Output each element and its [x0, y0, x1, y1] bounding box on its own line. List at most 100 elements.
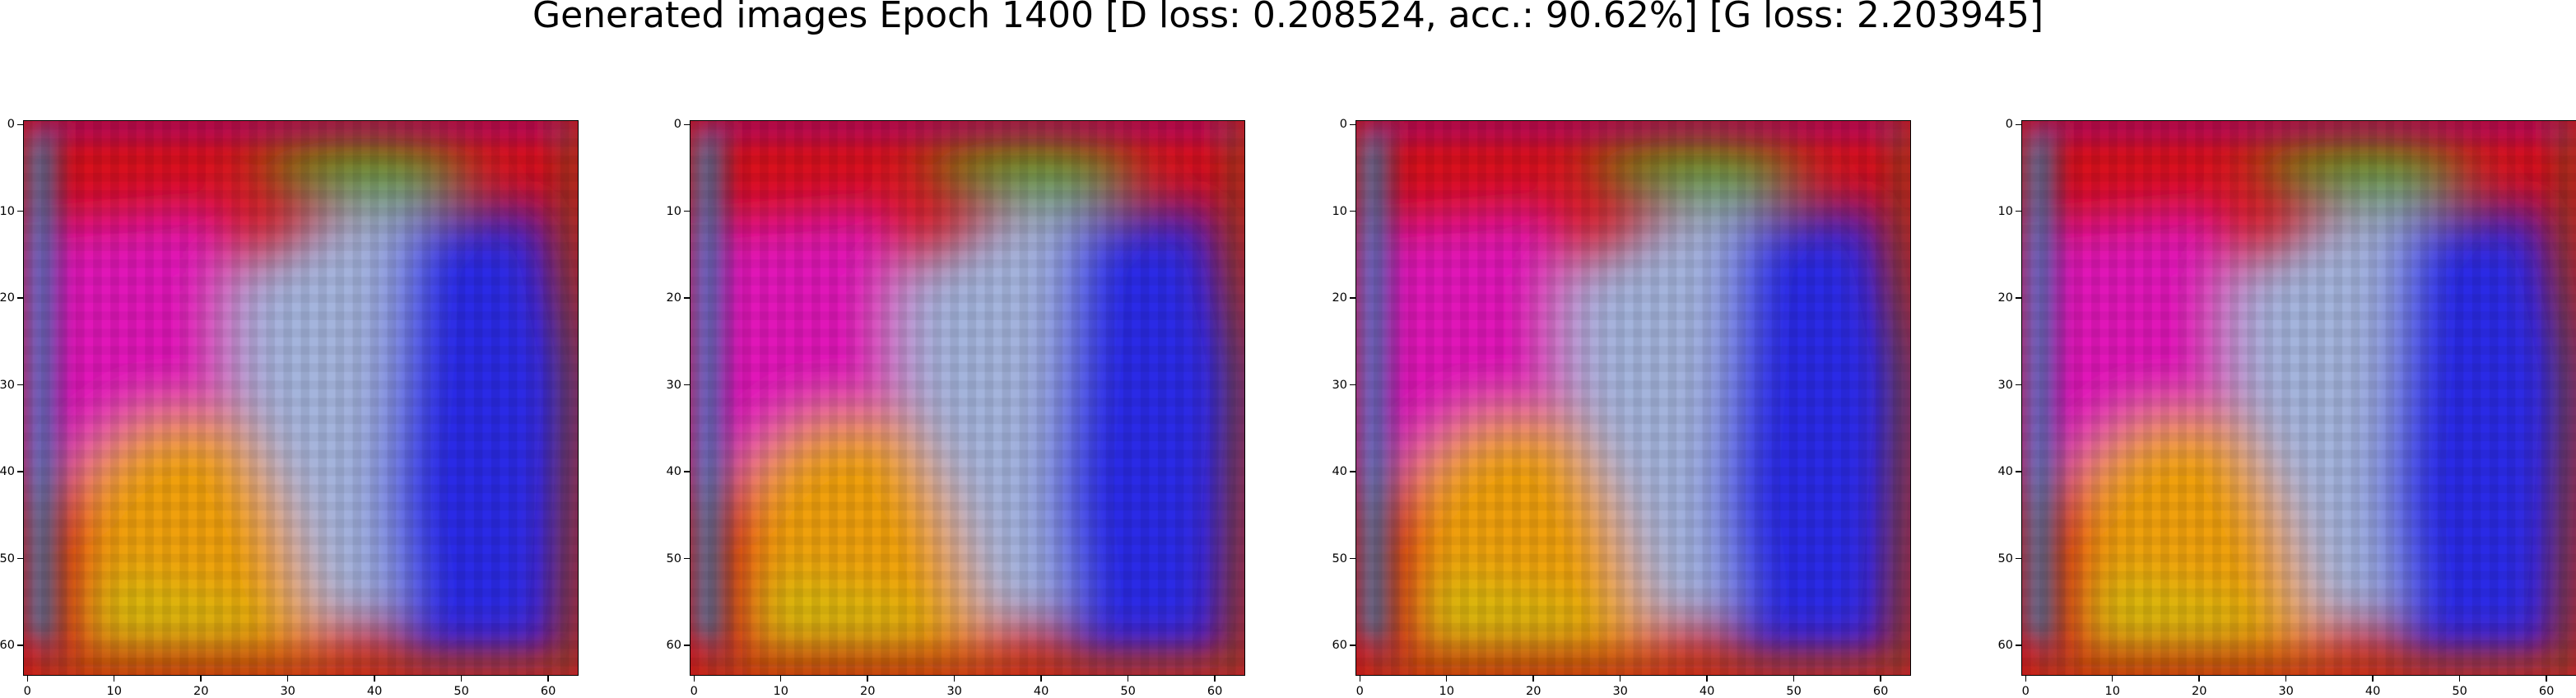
y-tick-mark	[17, 557, 23, 560]
y-tick-label: 20	[1997, 291, 2013, 305]
y-tick-label: 0	[7, 118, 15, 132]
x-tick-label: 0	[690, 685, 698, 698]
x-tick-mark	[2025, 676, 2027, 682]
x-tick-mark	[867, 676, 868, 682]
y-tick-label: 10	[0, 204, 15, 218]
x-tick-label: 10	[1439, 685, 1454, 698]
y-tick-mark	[17, 384, 23, 386]
x-tick-mark	[1619, 676, 1621, 682]
x-tick-label: 30	[280, 685, 295, 698]
x-tick-label: 20	[2191, 685, 2207, 698]
y-tick-mark	[1350, 384, 1355, 386]
x-tick-mark	[1445, 676, 1448, 682]
y-tick-mark	[2016, 210, 2021, 212]
x-tick-label: 40	[1699, 685, 1715, 698]
y-tick-label: 0	[673, 118, 681, 132]
x-tick-label: 50	[453, 685, 469, 698]
y-tick-label: 40	[1997, 465, 2013, 479]
y-tick-mark	[2016, 644, 2021, 646]
y-tick-mark	[684, 644, 690, 646]
y-tick-mark	[17, 123, 23, 126]
x-tick-mark	[2285, 676, 2287, 682]
x-tick-mark	[547, 676, 549, 682]
figure-title: Generated images Epoch 1400 [D loss: 0.2…	[532, 0, 2044, 36]
x-tick-mark	[2111, 676, 2113, 682]
y-tick-label: 60	[666, 639, 681, 653]
x-tick-mark	[26, 676, 29, 682]
x-tick-mark	[693, 676, 695, 682]
y-tick-label: 50	[666, 551, 681, 565]
x-tick-mark	[1532, 676, 1534, 682]
y-tick-label: 0	[1339, 118, 1347, 132]
y-tick-label: 30	[666, 378, 681, 392]
y-tick-label: 0	[2005, 118, 2013, 132]
x-tick-label: 20	[193, 685, 209, 698]
y-tick-mark	[2016, 297, 2021, 299]
y-tick-mark	[17, 210, 23, 212]
generated-image-3	[1355, 120, 1911, 676]
y-tick-mark	[684, 297, 690, 299]
sample-panel-3: 0 10 20 30 40 50 60 0 10 20 30 40 50 60	[1332, 118, 1911, 698]
y-tick-mark	[1350, 210, 1355, 212]
x-tick-label: 40	[366, 685, 383, 698]
x-tick-mark	[1214, 676, 1216, 682]
y-tick-mark	[684, 210, 690, 212]
x-tick-mark	[2372, 676, 2374, 682]
x-tick-mark	[2458, 676, 2461, 682]
y-tick-label: 40	[666, 465, 681, 479]
x-tick-mark	[460, 676, 463, 682]
y-tick-label: 20	[1332, 291, 1347, 305]
generated-image-2	[690, 120, 1245, 676]
y-tick-label: 30	[0, 378, 15, 392]
x-tick-mark	[1359, 676, 1361, 682]
x-tick-label: 0	[2021, 685, 2030, 698]
x-tick-label: 60	[540, 685, 556, 698]
x-tick-mark	[113, 676, 115, 682]
y-tick-mark	[2016, 471, 2021, 472]
generated-image-1	[23, 120, 579, 676]
y-tick-label: 50	[0, 551, 15, 565]
generated-image-4	[2021, 120, 2576, 676]
x-tick-mark	[2198, 676, 2200, 682]
sample-panel-2: 0 10 20 30 40 50 60 0 10 20 30 40 50 60	[667, 118, 1245, 698]
x-tick-label: 10	[773, 685, 788, 698]
x-tick-label: 50	[1120, 685, 1136, 698]
x-tick-mark	[374, 676, 375, 682]
x-tick-mark	[1706, 676, 1708, 682]
x-tick-label: 60	[2538, 685, 2555, 698]
x-tick-label: 10	[2104, 685, 2120, 698]
y-tick-label: 60	[1332, 639, 1347, 653]
x-tick-mark	[1880, 676, 1881, 682]
y-tick-label: 10	[666, 204, 681, 218]
y-tick-label: 20	[666, 291, 681, 305]
x-tick-label: 20	[859, 685, 876, 698]
x-tick-label: 0	[23, 685, 31, 698]
y-tick-mark	[2016, 557, 2021, 560]
y-tick-label: 60	[0, 639, 15, 653]
y-tick-label: 20	[0, 291, 15, 305]
x-tick-mark	[953, 676, 956, 682]
y-tick-mark	[1350, 644, 1355, 646]
x-tick-mark	[1040, 676, 1042, 682]
y-tick-mark	[17, 297, 23, 299]
x-tick-label: 60	[1207, 685, 1223, 698]
y-tick-label: 40	[1332, 465, 1347, 479]
y-tick-label: 50	[1332, 551, 1347, 565]
y-tick-mark	[684, 123, 690, 126]
x-tick-mark	[2546, 676, 2547, 682]
x-tick-label: 30	[2278, 685, 2294, 698]
y-tick-mark	[684, 557, 690, 560]
y-tick-label: 50	[1997, 551, 2013, 565]
y-tick-mark	[684, 384, 690, 386]
y-tick-mark	[2016, 384, 2021, 386]
x-tick-label: 10	[106, 685, 122, 698]
x-tick-label: 40	[2364, 685, 2381, 698]
y-tick-mark	[684, 471, 690, 472]
x-tick-label: 30	[1612, 685, 1628, 698]
y-tick-label: 30	[1997, 378, 2013, 392]
y-tick-label: 40	[0, 465, 15, 479]
x-tick-label: 50	[2452, 685, 2467, 698]
x-tick-label: 50	[1786, 685, 1802, 698]
x-tick-mark	[200, 676, 202, 682]
x-tick-label: 60	[1872, 685, 1889, 698]
